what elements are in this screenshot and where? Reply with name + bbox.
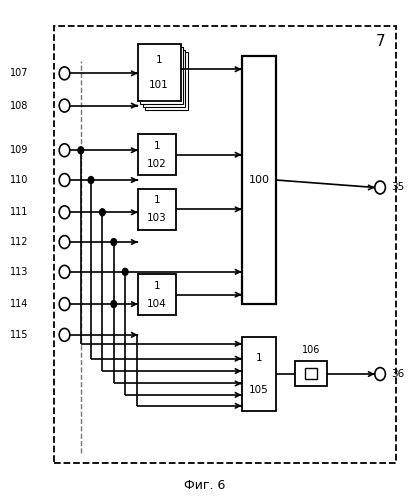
Circle shape [59,206,70,219]
Circle shape [374,181,384,194]
Text: 112: 112 [9,237,28,247]
Circle shape [59,174,70,187]
Text: 103: 103 [147,213,166,223]
Circle shape [59,297,70,310]
Bar [241,337,276,411]
Text: 102: 102 [147,159,166,169]
Bar [137,189,176,230]
Text: Фиг. 6: Фиг. 6 [184,479,225,492]
Text: 1: 1 [255,353,262,363]
Circle shape [59,144,70,157]
Bar [54,26,396,463]
Circle shape [99,209,105,216]
Text: 106: 106 [301,345,319,355]
Text: 107: 107 [9,68,28,78]
Circle shape [59,328,70,341]
Circle shape [59,236,70,249]
Circle shape [59,67,70,80]
Circle shape [78,147,83,154]
Bar [241,56,276,304]
Bar [145,52,187,110]
Bar [142,49,185,107]
Circle shape [111,300,116,307]
Text: 110: 110 [9,175,28,185]
Text: 109: 109 [9,145,28,155]
Text: 100: 100 [248,175,269,185]
Text: 36: 36 [391,369,404,379]
Text: 115: 115 [9,330,28,340]
Circle shape [374,368,384,381]
Circle shape [59,99,70,112]
Bar [137,43,180,101]
Bar [137,274,176,315]
Text: 104: 104 [147,298,166,308]
Circle shape [88,177,94,184]
Bar [304,368,316,379]
Circle shape [59,265,70,278]
Text: 1: 1 [153,281,160,291]
Text: 101: 101 [149,80,169,90]
Circle shape [122,268,128,275]
Text: 105: 105 [249,385,268,395]
Text: 114: 114 [9,299,28,309]
Bar [137,134,176,175]
Text: 1: 1 [155,54,162,64]
Text: 1: 1 [153,141,160,151]
Bar [140,46,182,104]
Text: 111: 111 [9,207,28,217]
Text: 1: 1 [153,195,160,206]
Bar [294,361,326,386]
Circle shape [111,239,116,246]
Text: 7: 7 [374,33,384,48]
Text: 113: 113 [9,267,28,277]
Text: 108: 108 [9,101,28,111]
Text: 35: 35 [391,183,404,193]
